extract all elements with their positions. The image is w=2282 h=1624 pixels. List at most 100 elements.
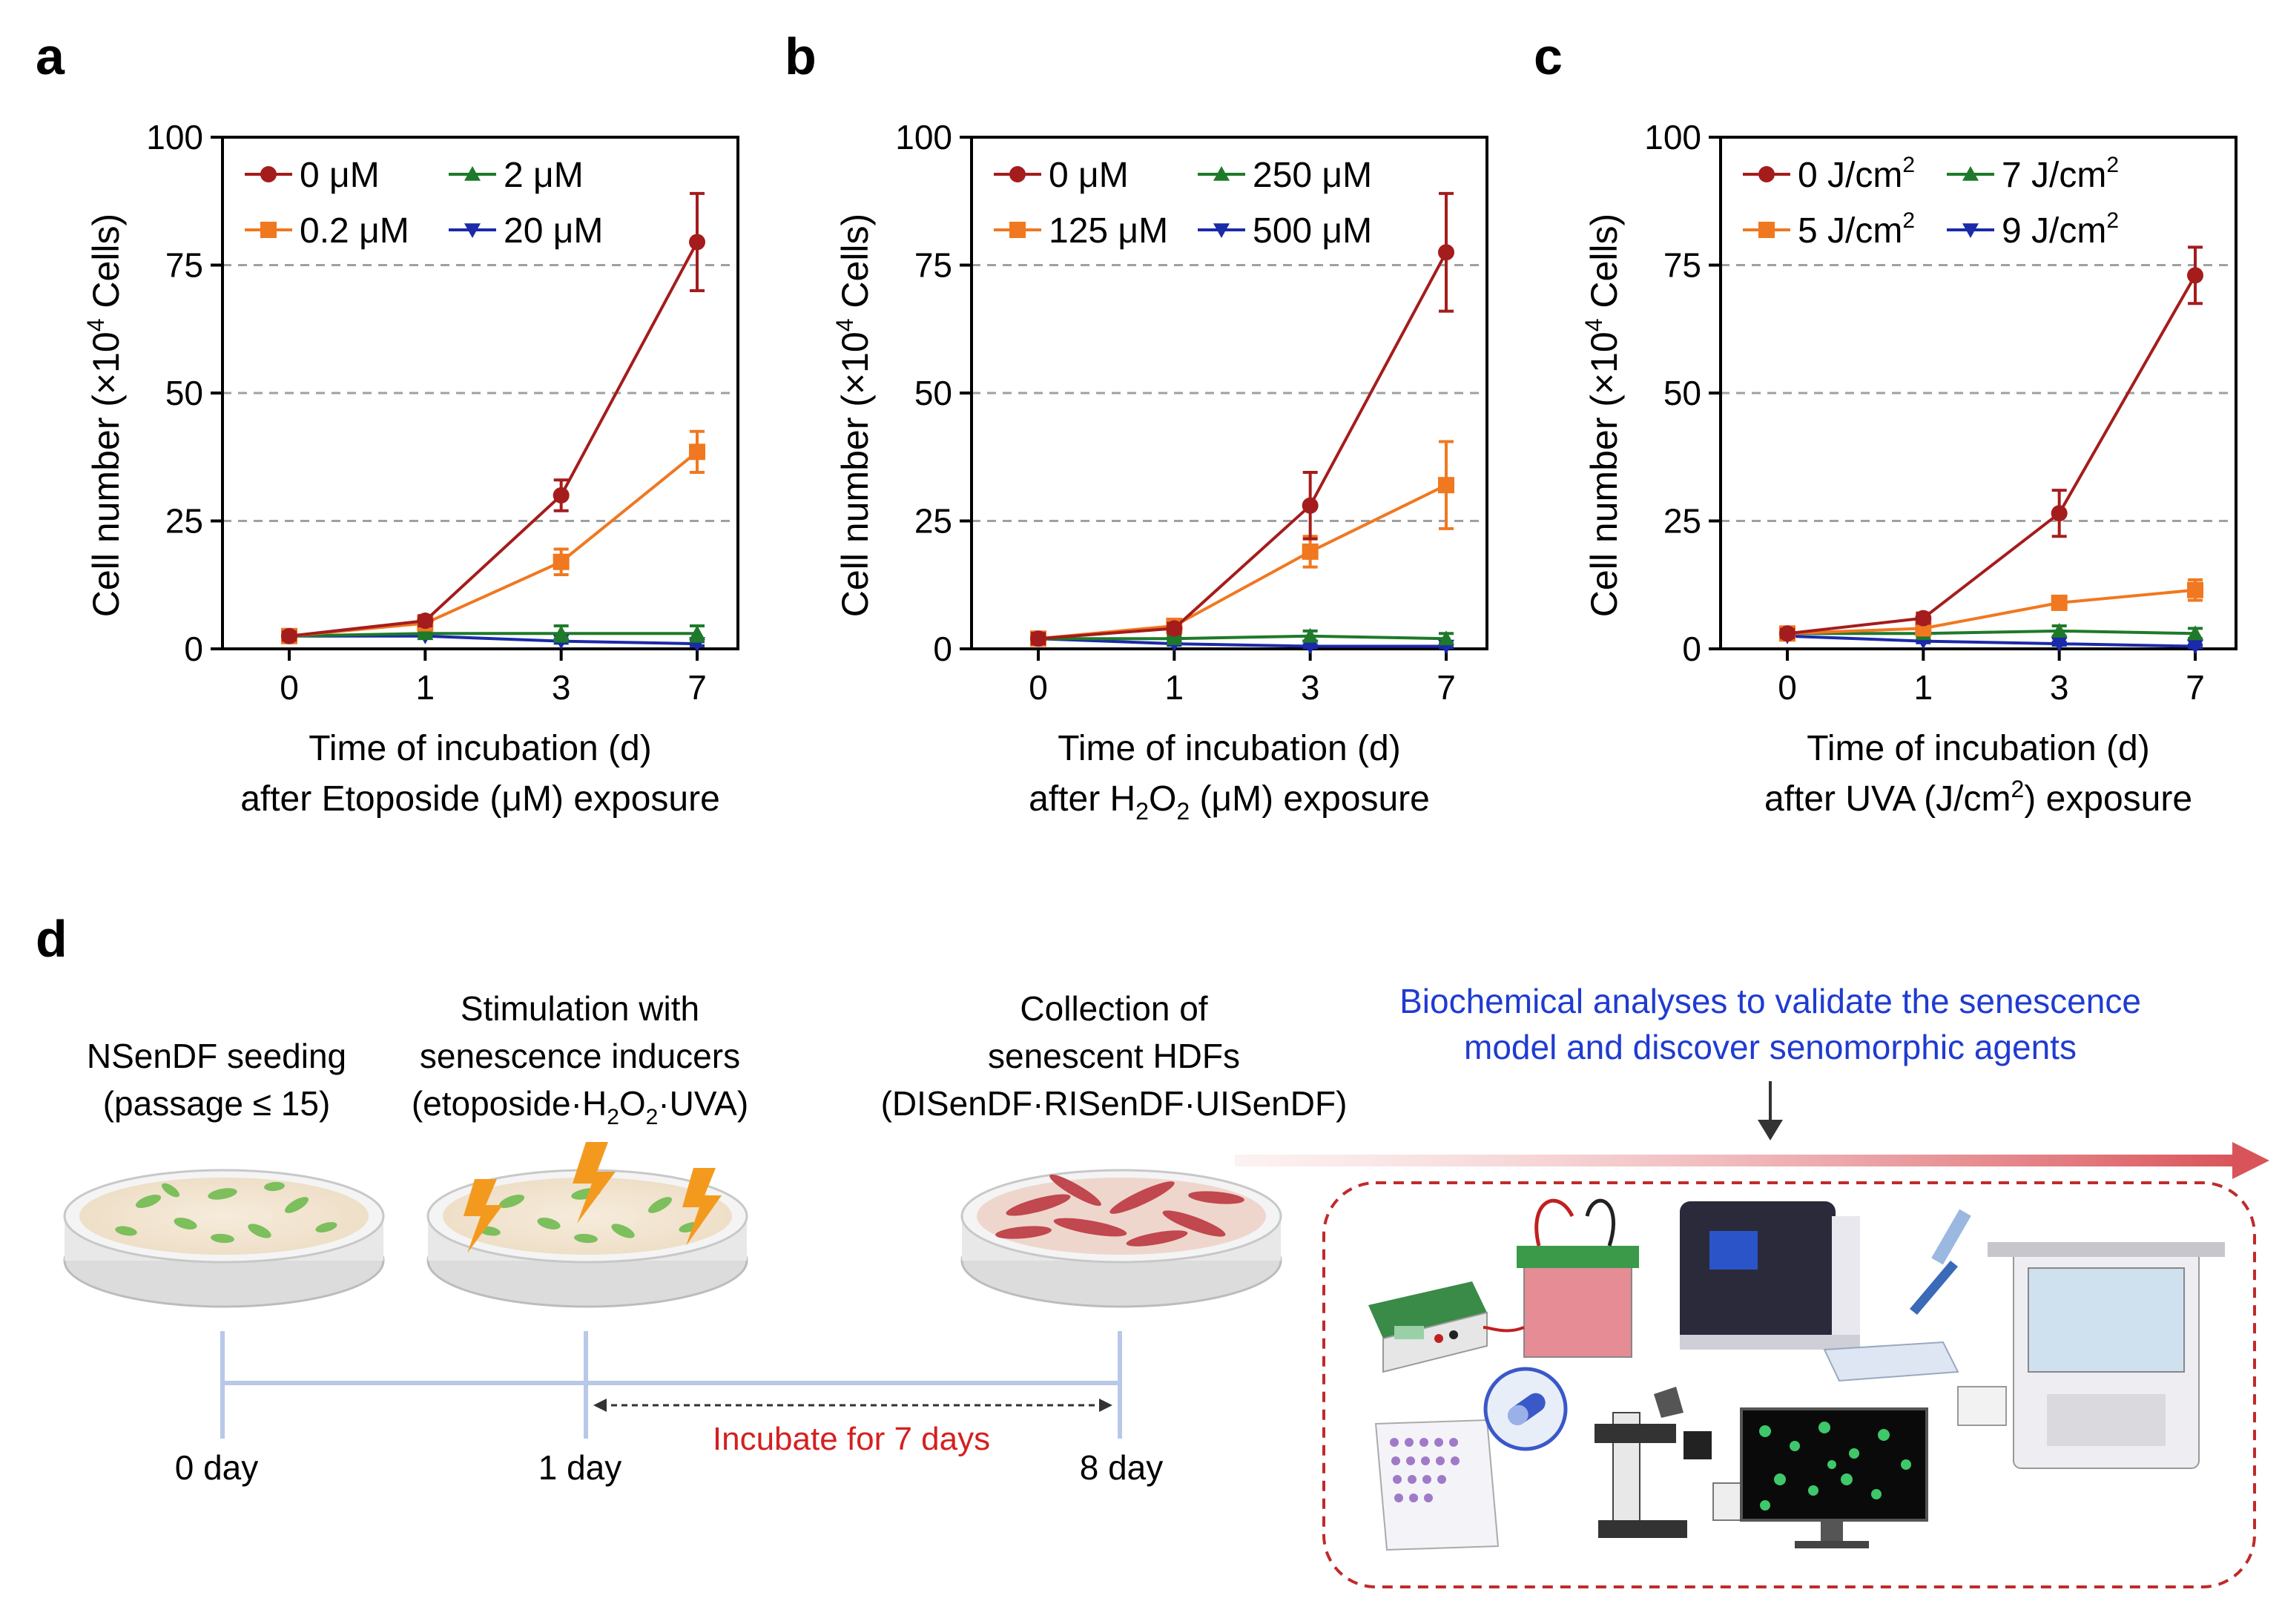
legend-marker xyxy=(260,222,277,238)
legend-label: 9 J/cm2 xyxy=(2002,208,2119,251)
step2-line3: (etoposide·H2O2·UVA) xyxy=(412,1084,748,1129)
legend-marker xyxy=(1962,223,1979,238)
legend-label: 125 μM xyxy=(1049,211,1168,251)
x-axis-label-line2-suffix: (μM) exposure xyxy=(1190,779,1430,819)
x-tick-label: 1 xyxy=(1165,668,1184,707)
data-point xyxy=(1302,627,1319,643)
chart-a: 0 25 50 75 100 0 1 3 7 Cell number (×104 Cells) Ti… xyxy=(82,118,739,819)
data-point xyxy=(1438,477,1454,494)
y-tick-label: 25 xyxy=(914,502,952,541)
step2-line3-mid: O xyxy=(619,1084,646,1123)
step2-line1: Stimulation with xyxy=(461,989,699,1028)
data-point xyxy=(2051,637,2068,653)
data-point xyxy=(2051,622,2068,638)
legend-label-main: 2 μM xyxy=(504,156,584,195)
legend-label: 2 μM xyxy=(504,156,584,195)
x-tick-label: 1 xyxy=(1914,668,1933,707)
step3-line2: senescent HDFs xyxy=(988,1037,1240,1075)
fluorescence-monitor-icon xyxy=(1740,1407,1928,1548)
legend-marker xyxy=(1758,166,1775,182)
series-line xyxy=(288,450,699,638)
data-point xyxy=(1438,630,1454,645)
lightning-bolt-icon xyxy=(464,1142,722,1253)
microscope-icon xyxy=(1595,1387,1781,1538)
data-point xyxy=(1438,244,1454,261)
y-tick-label: 100 xyxy=(1644,118,1701,156)
data-point xyxy=(2187,267,2203,284)
x-axis-label-line2: after H2O2 (μM) exposure xyxy=(1029,779,1430,825)
data-point xyxy=(2051,505,2068,522)
x-axis-label-line2-prefix: after H xyxy=(1029,779,1135,819)
x-axis-label-line2: after UVA (J/cm2) exposure xyxy=(1764,776,2192,819)
data-point xyxy=(1302,543,1319,560)
data-point xyxy=(689,234,705,251)
microplate-icon xyxy=(1374,1419,1500,1551)
pipette-plate-icon xyxy=(1823,1209,1971,1382)
x-tick-label: 0 xyxy=(1029,668,1048,707)
timeline-incubate: Incubate for 7 days xyxy=(713,1421,990,1457)
y-axis-label-sup: 4 xyxy=(82,318,109,331)
petri-dish-stimulated-icon xyxy=(426,1142,748,1308)
schematic-panel: NSenDF seeding (passage ≤ 15) Stimulatio… xyxy=(87,982,2141,1129)
legend-label-main: 9 J/cm xyxy=(2002,211,2106,251)
data-point xyxy=(1302,639,1319,655)
series-line xyxy=(1787,274,2197,636)
timeline-day8: 8 day xyxy=(1080,1448,1164,1487)
y-tick-label: 50 xyxy=(1663,374,1701,412)
data-point xyxy=(1030,630,1046,647)
data-point xyxy=(2187,625,2203,641)
legend-label-sup: 2 xyxy=(1902,153,1915,177)
data-point xyxy=(1915,610,1932,627)
legend-marker xyxy=(464,223,481,238)
series-line xyxy=(288,632,697,638)
y-tick-label: 75 xyxy=(165,246,203,285)
x-tick-label: 7 xyxy=(687,668,707,707)
petri-dish-normal-icon xyxy=(63,1169,385,1308)
y-axis-label-sup: 4 xyxy=(1580,318,1607,331)
series-line xyxy=(1038,637,1446,648)
y-tick-label: 100 xyxy=(146,118,203,156)
data-point xyxy=(2187,581,2203,598)
legend-label-sup: 2 xyxy=(2106,153,2119,177)
timeline xyxy=(220,1331,1122,1439)
y-axis-label-sup: 4 xyxy=(831,318,858,331)
step2-line3-sub1: 2 xyxy=(607,1105,619,1129)
step1-line2: (passage ≤ 15) xyxy=(103,1084,331,1123)
x-axis-label-line1: Time of incubation (d) xyxy=(1807,729,2149,768)
x-axis-label-line1: Time of incubation (d) xyxy=(1058,729,1400,768)
down-arrow-icon xyxy=(1758,1081,1783,1141)
data-point xyxy=(417,613,434,630)
y-tick-label: 0 xyxy=(1682,630,1701,668)
legend-marker xyxy=(1213,223,1230,238)
legend-label-main: 0 μM xyxy=(1049,156,1129,195)
y-axis-label-suffix: Cells) xyxy=(85,214,127,319)
x-axis-label-line2-prefix: after UVA (J/cm xyxy=(1764,779,2011,819)
data-point xyxy=(553,625,570,641)
series-line xyxy=(289,634,698,646)
legend-label: 5 J/cm2 xyxy=(1798,208,1915,251)
x-axis-label-line2-sub: 2 xyxy=(1135,798,1149,825)
legend-label: 0.2 μM xyxy=(300,211,409,251)
legend-label: 250 μM xyxy=(1253,156,1372,195)
x-axis-label-line2-prefix: after Etoposide (μM) exposure xyxy=(240,779,720,819)
x-tick-label: 3 xyxy=(1301,668,1320,707)
legend-marker xyxy=(1758,222,1775,238)
legend-label: 20 μM xyxy=(504,211,603,251)
legend-label: 0 J/cm2 xyxy=(1798,153,1915,195)
panel-label-b: b xyxy=(785,27,817,85)
legend-label-main: 0 J/cm xyxy=(1798,156,1902,195)
y-axis-label: Cell number (×104 Cells) xyxy=(82,214,127,617)
x-tick-label: 1 xyxy=(416,668,435,707)
panel-label-d: d xyxy=(36,910,67,968)
pcr-machine-icon xyxy=(1680,1201,1860,1350)
y-axis-label: Cell number (×104 Cells) xyxy=(1580,214,1625,617)
x-axis-label-line2: after Etoposide (μM) exposure xyxy=(240,779,720,819)
x-axis-label-line2-suffix: ) exposure xyxy=(2024,779,2192,819)
x-axis-label-line2-mid: O xyxy=(1149,779,1176,819)
data-point xyxy=(281,627,297,644)
data-point xyxy=(689,625,705,641)
data-point xyxy=(553,553,570,570)
progress-arrow-icon xyxy=(1235,1142,2269,1179)
legend-marker xyxy=(464,166,481,181)
